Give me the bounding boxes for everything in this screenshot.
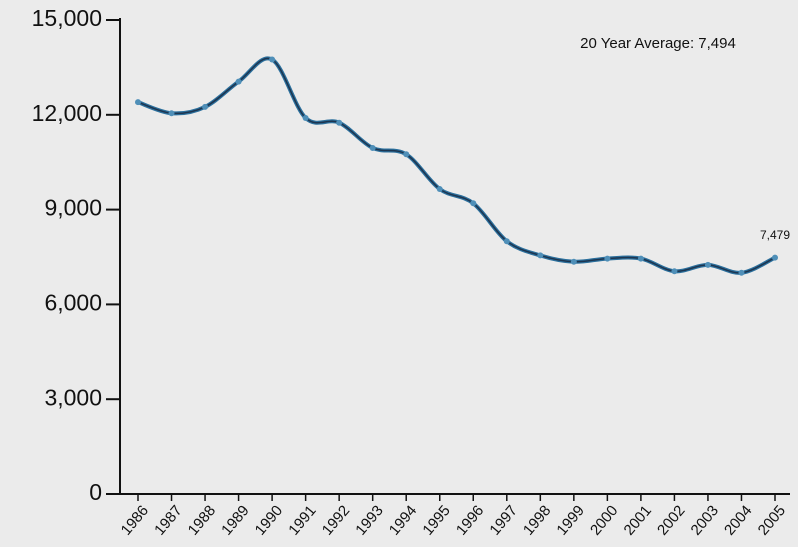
y-tick-label: 12,000: [32, 100, 102, 126]
series-line-core: [137, 57, 776, 274]
point: [604, 255, 611, 262]
point: [369, 144, 376, 151]
annotation: 20 Year Average: 7,494: [580, 35, 736, 52]
point: [537, 252, 544, 259]
point: [403, 151, 410, 158]
point: [135, 99, 141, 106]
point: [637, 255, 644, 262]
point: [168, 110, 175, 117]
data-label: 7,479: [760, 228, 790, 242]
point: [671, 268, 678, 275]
y-tick-label: 9,000: [44, 195, 102, 221]
point: [503, 238, 510, 245]
point: [570, 258, 577, 265]
y-tick-label: 6,000: [44, 289, 102, 315]
point: [269, 56, 276, 63]
point: [302, 114, 309, 121]
point: [202, 103, 209, 110]
point: [738, 269, 745, 276]
y-tick-label: 3,000: [44, 384, 102, 410]
point: [772, 254, 778, 261]
point: [235, 78, 242, 85]
point: [704, 261, 711, 268]
point: [336, 119, 343, 126]
y-tick-label: 0: [89, 479, 102, 505]
y-tick-label: 15,000: [32, 5, 102, 31]
point: [470, 200, 477, 207]
point: [436, 186, 443, 193]
